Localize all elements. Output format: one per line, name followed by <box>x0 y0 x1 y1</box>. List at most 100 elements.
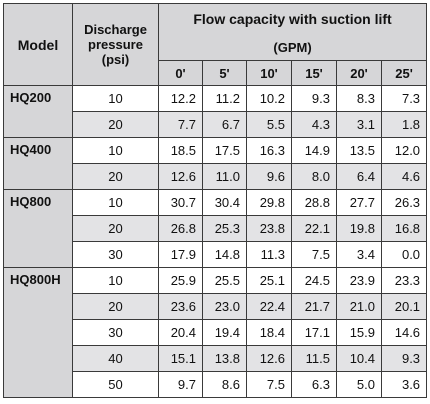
pressure-cell: 10 <box>72 267 159 294</box>
flow-value-cell: 7.7 <box>158 111 203 138</box>
table-row: 50 9.7 8.6 7.5 6.3 5.0 3.6 <box>4 371 428 398</box>
flow-value-cell: 6.7 <box>202 111 247 138</box>
flow-value-cell: 19.4 <box>202 319 247 346</box>
flow-value-cell: 11.3 <box>246 241 292 268</box>
flow-value-cell: 29.8 <box>246 189 292 216</box>
flow-value-cell: 14.8 <box>202 241 247 268</box>
flow-value-cell: 7.5 <box>291 241 337 268</box>
table-body: HQ200 10 12.2 11.2 10.2 9.3 8.3 7.3 20 7.7 6.7 5.5 4… <box>3 85 428 398</box>
flow-value-cell: 1.8 <box>380 111 428 138</box>
table-row: 20 12.6 11.0 9.6 8.0 6.4 4.6 <box>4 163 428 190</box>
pressure-cell: 20 <box>72 111 159 138</box>
table-row: 20 26.8 25.3 23.8 22.1 19.8 16.8 <box>4 215 428 242</box>
flow-value-cell: 28.8 <box>291 189 337 216</box>
header-lift: 0' <box>158 60 203 86</box>
flow-value-cell: 21.7 <box>291 293 337 320</box>
flow-value-cell: 3.6 <box>380 371 428 398</box>
flow-value-cell: 18.4 <box>246 319 292 346</box>
flow-value-cell: 4.3 <box>291 111 337 138</box>
flow-value-cell: 26.3 <box>380 189 428 216</box>
flow-value-cell: 23.9 <box>336 267 382 294</box>
pressure-cell: 40 <box>72 345 159 372</box>
flow-value-cell: 25.9 <box>158 267 203 294</box>
flow-value-cell: 6.4 <box>336 163 382 190</box>
header-lift: 20' <box>336 60 382 86</box>
flow-value-cell: 22.1 <box>291 215 337 242</box>
flow-value-cell: 9.3 <box>291 85 337 112</box>
pressure-cell: 20 <box>72 163 159 190</box>
flow-value-cell: 20.1 <box>380 293 428 320</box>
pressure-cell: 30 <box>72 241 159 268</box>
header-discharge-pressure: Discharge pressure (psi) <box>72 3 159 86</box>
header-lift: 25' <box>380 60 428 86</box>
flow-value-cell: 22.4 <box>246 293 292 320</box>
flow-value-cell: 9.7 <box>158 371 203 398</box>
pressure-cell: 50 <box>72 371 159 398</box>
flow-value-cell: 3.1 <box>336 111 382 138</box>
flow-value-cell: 24.5 <box>291 267 337 294</box>
flow-value-cell: 9.3 <box>380 345 428 372</box>
flow-value-cell: 18.5 <box>158 137 203 164</box>
flow-value-cell: 23.0 <box>202 293 247 320</box>
flow-value-cell: 8.6 <box>202 371 247 398</box>
flow-value-cell: 12.6 <box>158 163 203 190</box>
flow-value-cell: 12.6 <box>246 345 292 372</box>
flow-value-cell: 16.3 <box>246 137 292 164</box>
flow-value-cell: 25.5 <box>202 267 247 294</box>
flow-value-cell: 13.5 <box>336 137 382 164</box>
flow-value-cell: 7.5 <box>246 371 292 398</box>
flow-value-cell: 26.8 <box>158 215 203 242</box>
header-discharge-line-2: pressure <box>88 37 143 52</box>
flow-value-cell: 11.0 <box>202 163 247 190</box>
pressure-cell: 30 <box>72 319 159 346</box>
pressure-cell: 20 <box>72 215 159 242</box>
flow-value-cell: 25.1 <box>246 267 292 294</box>
flow-value-cell: 23.8 <box>246 215 292 242</box>
flow-value-cell: 14.9 <box>291 137 337 164</box>
pressure-cell: 10 <box>72 137 159 164</box>
flow-value-cell: 5.5 <box>246 111 292 138</box>
flow-value-cell: 27.7 <box>336 189 382 216</box>
flow-capacity-table: Model Discharge pressure (psi) Flow capa… <box>3 3 428 398</box>
flow-value-cell: 23.6 <box>158 293 203 320</box>
flow-value-cell: 25.3 <box>202 215 247 242</box>
flow-value-cell: 10.4 <box>336 345 382 372</box>
flow-value-cell: 30.4 <box>202 189 247 216</box>
table-row: 30 20.4 19.4 18.4 17.1 15.9 14.6 <box>4 319 428 346</box>
flow-value-cell: 15.1 <box>158 345 203 372</box>
flow-value-cell: 14.6 <box>380 319 428 346</box>
flow-value-cell: 21.0 <box>336 293 382 320</box>
flow-value-cell: 17.5 <box>202 137 247 164</box>
flow-value-cell: 20.4 <box>158 319 203 346</box>
table-row: 20 7.7 6.7 5.5 4.3 3.1 1.8 <box>4 111 428 138</box>
flow-value-cell: 30.7 <box>158 189 203 216</box>
flow-value-cell: 17.1 <box>291 319 337 346</box>
flow-value-cell: 12.0 <box>380 137 428 164</box>
spec-table-container: Model Discharge pressure (psi) Flow capa… <box>3 3 428 398</box>
header-model: Model <box>3 3 73 86</box>
flow-value-cell: 4.6 <box>380 163 428 190</box>
model-name-cell: HQ400 <box>3 137 73 190</box>
flow-value-cell: 9.6 <box>246 163 292 190</box>
header-lift: 15' <box>291 60 337 86</box>
flow-value-cell: 13.8 <box>202 345 247 372</box>
flow-value-cell: 8.3 <box>336 85 382 112</box>
flow-value-cell: 10.2 <box>246 85 292 112</box>
table-row: HQ800 10 30.7 30.4 29.8 28.8 27.7 26.3 <box>3 189 428 268</box>
flow-value-cell: 11.5 <box>291 345 337 372</box>
table-row: HQ800H 10 25.9 25.5 25.1 24.5 23.9 23.3 <box>3 267 428 398</box>
model-name-cell: HQ800 <box>3 189 73 268</box>
flow-value-cell: 3.4 <box>336 241 382 268</box>
flow-value-cell: 19.8 <box>336 215 382 242</box>
flow-value-cell: 11.2 <box>202 85 247 112</box>
flow-value-cell: 12.2 <box>158 85 203 112</box>
table-row: 40 15.1 13.8 12.6 11.5 10.4 9.3 <box>4 345 428 372</box>
flow-value-cell: 16.8 <box>380 215 428 242</box>
flow-value-cell: 23.3 <box>380 267 428 294</box>
pressure-cell: 10 <box>72 85 159 112</box>
header-discharge-line-1: Discharge <box>84 22 147 37</box>
model-name-cell: HQ800H <box>3 267 73 398</box>
table-row: 30 17.9 14.8 11.3 7.5 3.4 0.0 <box>4 241 428 268</box>
flow-value-cell: 5.0 <box>336 371 382 398</box>
table-row: HQ200 10 12.2 11.2 10.2 9.3 8.3 7.3 <box>3 85 428 138</box>
